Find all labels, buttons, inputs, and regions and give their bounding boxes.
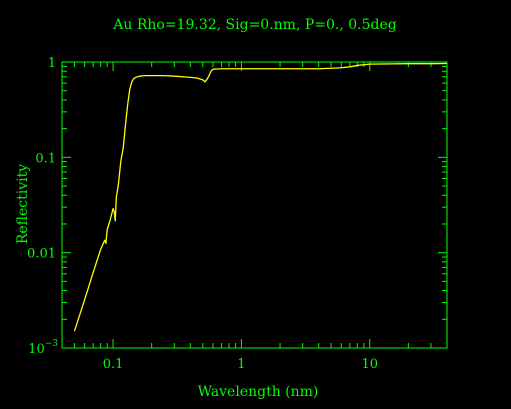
x-tick-label: 1 bbox=[237, 357, 245, 372]
y-axis-label: Reflectivity bbox=[15, 164, 31, 244]
axis-ticks bbox=[61, 61, 448, 349]
plot-frame bbox=[61, 61, 448, 349]
x-axis-label: Wavelength (nm) bbox=[198, 384, 319, 400]
axes-frame bbox=[61, 61, 448, 349]
x-tick-label: 0.1 bbox=[103, 357, 124, 372]
tick-labels: 0.1 1 10 1 0.1 0.01 10−3 bbox=[27, 56, 378, 372]
y-tick-label: 0.01 bbox=[27, 247, 56, 262]
x-tick-label: 10 bbox=[361, 357, 378, 372]
y-tick-label-min: 10−3 bbox=[28, 339, 58, 357]
y-tick-label: 1 bbox=[48, 56, 56, 71]
chart-title: Au Rho=19.32, Sig=0.nm, P=0., 0.5deg bbox=[112, 17, 397, 33]
reflectivity-series-line bbox=[73, 62, 448, 332]
plot-series bbox=[73, 62, 448, 332]
y-tick-label: 0.1 bbox=[35, 151, 56, 166]
